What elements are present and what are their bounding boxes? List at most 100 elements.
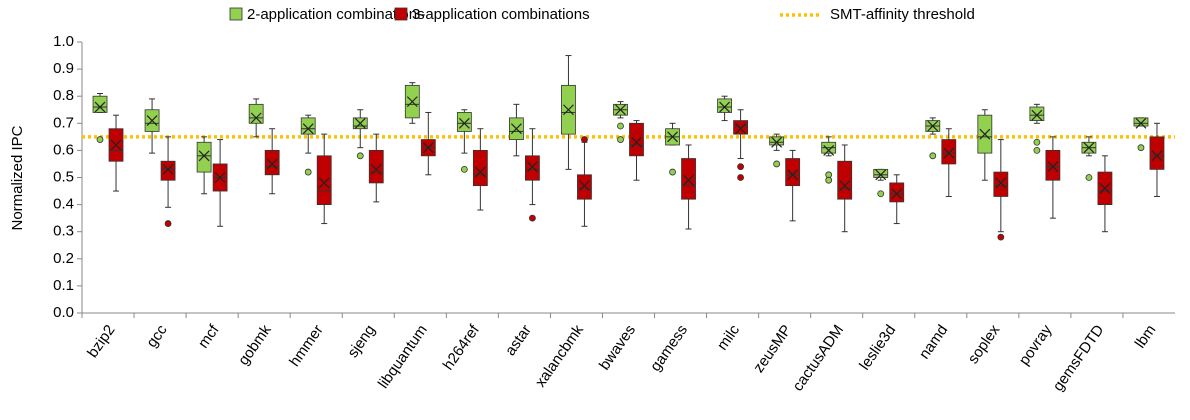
outlier	[669, 168, 676, 176]
mean-marker	[510, 123, 522, 135]
mean-marker	[1135, 117, 1147, 129]
y-tick-label: 1.0	[53, 33, 74, 50]
y-tick-label: 0.1	[53, 277, 74, 294]
legend-label: SMT-affinity threshold	[830, 6, 975, 23]
mean-marker	[1047, 161, 1059, 173]
box	[1149, 136, 1165, 170]
x-tick-label: gcc	[143, 321, 171, 350]
outlier	[1033, 138, 1041, 146]
mean-marker	[354, 117, 366, 129]
x-tick-label: namd	[916, 322, 951, 362]
x-tick-label: libquantum	[375, 322, 431, 392]
legend-label: 3-application combinations	[412, 6, 590, 23]
box	[472, 149, 488, 187]
outlier	[617, 136, 624, 143]
outlier	[164, 220, 172, 227]
mean-marker	[214, 172, 226, 183]
box	[717, 98, 732, 113]
legend-swatch	[229, 7, 243, 21]
box	[368, 149, 384, 184]
box	[941, 139, 957, 165]
mean-marker	[683, 174, 694, 186]
x-tick-label: povray	[1016, 321, 1056, 368]
x-tick-label: gamess	[647, 322, 691, 375]
mean-marker	[1031, 109, 1043, 121]
outlier	[617, 122, 624, 130]
outlier	[773, 160, 781, 168]
x-tick-label: astar	[502, 322, 535, 359]
box	[681, 158, 696, 200]
mean-marker	[735, 123, 747, 135]
mean-marker	[110, 139, 122, 151]
mean-marker	[458, 117, 470, 129]
mean-marker	[406, 96, 418, 108]
box	[300, 117, 316, 135]
outlier	[529, 214, 536, 222]
outlier	[356, 152, 364, 160]
mean-marker	[995, 177, 1007, 189]
y-tick-label: 0.7	[53, 114, 74, 131]
y-tick-label: 0.5	[53, 168, 74, 185]
mean-marker	[302, 123, 314, 135]
box	[525, 155, 540, 181]
outlier	[1085, 174, 1093, 181]
box	[889, 182, 905, 203]
x-tick-label: cactusADM	[789, 322, 847, 395]
box	[629, 122, 644, 157]
y-tick-label: 0.3	[53, 223, 74, 240]
mean-marker	[875, 169, 887, 181]
mean-marker	[1083, 142, 1095, 154]
outlier	[997, 233, 1005, 241]
box	[1133, 117, 1149, 127]
mean-marker	[250, 112, 262, 124]
mean-marker	[839, 180, 851, 192]
mean-marker	[979, 128, 991, 140]
mean-marker	[563, 104, 574, 116]
x-tick-label: bwaves	[596, 322, 639, 373]
legend-label: 2-application combinations	[247, 6, 425, 23]
outlier	[877, 190, 885, 198]
x-tick-label: mcf	[195, 321, 223, 351]
x-tick-label: zeusMP	[750, 322, 795, 376]
x-tick-label: sjeng	[344, 322, 378, 361]
box	[733, 120, 748, 135]
box	[248, 103, 264, 124]
x-tick-label: gemsFDTD	[1050, 322, 1108, 395]
mean-marker	[370, 163, 382, 175]
outlier	[1137, 144, 1145, 152]
y-tick-label: 0.2	[53, 250, 74, 267]
mean-marker	[719, 101, 731, 113]
y-tick-label: 0.4	[53, 196, 74, 213]
box	[769, 136, 785, 146]
box	[837, 160, 853, 200]
outlier	[929, 152, 937, 160]
x-tick-label: bzip2	[84, 322, 118, 361]
mean-marker	[198, 150, 210, 162]
outlier	[96, 136, 104, 143]
x-tick-label: h264ref	[440, 321, 484, 373]
box	[160, 160, 176, 181]
mean-marker	[94, 101, 106, 113]
box	[264, 149, 280, 176]
y-tick-label: 0.0	[53, 304, 74, 321]
mean-marker	[1151, 150, 1163, 162]
y-tick-label: 0.8	[53, 87, 74, 104]
x-tick-label: gobmk	[235, 321, 275, 368]
x-tick-label: lbm	[1132, 322, 1160, 352]
x-tick-label: hmmer	[286, 322, 327, 370]
x-tick-label: leslie3d	[856, 322, 899, 373]
x-tick-label: soplex	[965, 321, 1004, 367]
outlier	[581, 136, 588, 143]
mean-marker	[771, 136, 783, 148]
box	[993, 171, 1009, 197]
outlier	[825, 176, 833, 184]
mean-marker	[1099, 182, 1111, 194]
box	[1045, 149, 1061, 181]
box	[196, 141, 212, 173]
box	[873, 168, 889, 178]
box	[577, 174, 592, 200]
box	[92, 95, 108, 113]
mean-marker	[162, 163, 174, 175]
mean-marker	[146, 115, 158, 127]
